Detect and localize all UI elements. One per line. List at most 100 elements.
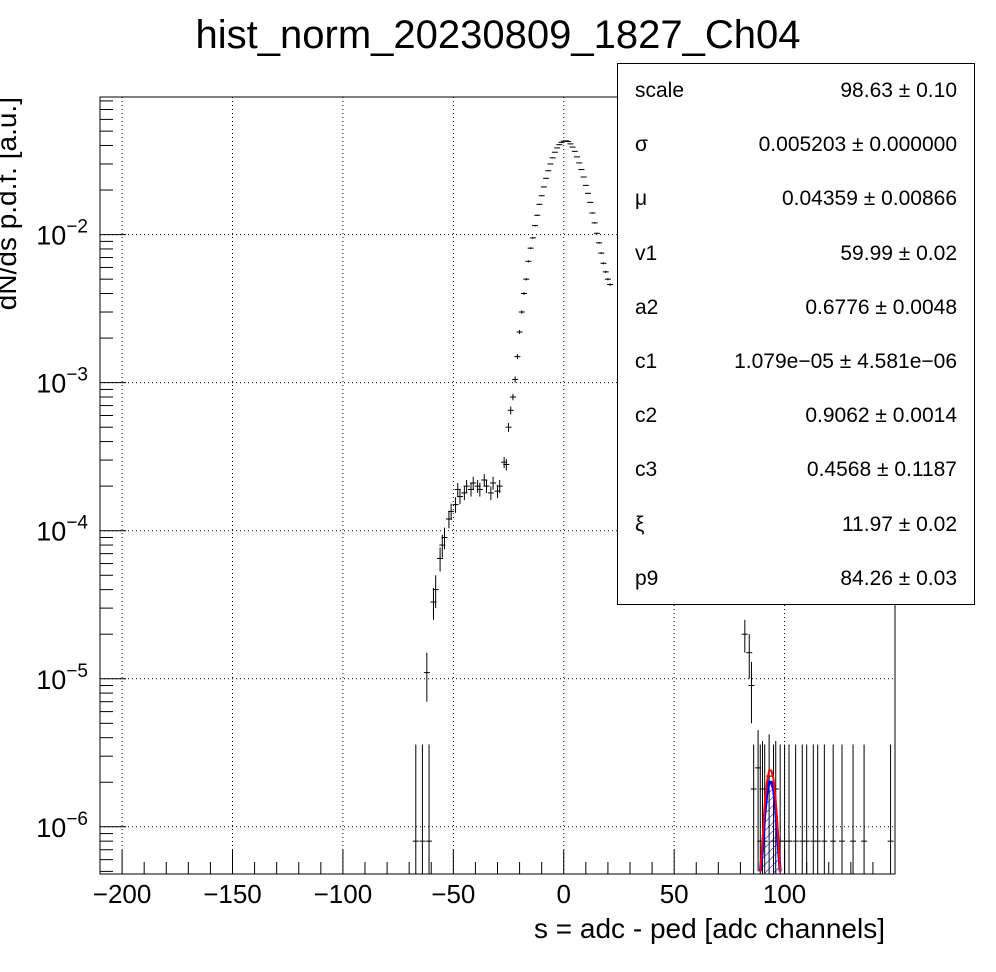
data-point: [850, 744, 857, 874]
data-point: [799, 744, 806, 874]
data-point: [487, 486, 494, 501]
data-point: [514, 354, 521, 360]
stats-row: scale 98.63 ± 0.10: [618, 64, 974, 118]
data-point: [476, 482, 483, 497]
tick-labels: −200 −150 −100 −50 0 50 10010−610−510−410−310−…: [36, 217, 806, 909]
stats-param-name: c3: [635, 458, 658, 482]
y-tick-label-base: 10: [36, 369, 66, 399]
stats-param-name: p9: [635, 566, 659, 590]
data-point: [750, 744, 757, 874]
data-point: [576, 162, 583, 164]
stats-param-value: 1.079e−05 ± 4.581e−06: [734, 350, 957, 373]
data-point: [527, 247, 534, 250]
data-point: [558, 141, 565, 143]
data-point: [536, 203, 543, 206]
data-point: [556, 144, 563, 146]
data-point: [512, 376, 519, 383]
x-axis-label: s = adc - ped [adc channels]: [534, 913, 885, 944]
data-point: [554, 147, 561, 149]
data-point: [551, 151, 558, 153]
stats-row: a2 0.6776 ± 0.0048: [618, 281, 974, 335]
data-point: [505, 422, 512, 432]
data-point: [598, 252, 605, 255]
stats-param-value: 11.97 ± 0.02: [841, 512, 957, 536]
stats-row: c1 1.079e−05 ± 4.581e−06: [618, 335, 974, 389]
data-point: [593, 232, 600, 235]
stats-param-name: μ: [635, 187, 648, 211]
data-point: [585, 192, 592, 194]
data-point: [426, 744, 433, 874]
data-point: [810, 744, 817, 874]
data-point: [507, 406, 514, 415]
data-point: [746, 634, 753, 679]
y-tick-label-exponent: −4: [66, 513, 88, 534]
stats-row: p9 84.26 ± 0.03: [618, 552, 974, 606]
data-point: [821, 744, 828, 874]
data-point: [463, 480, 470, 493]
data-point: [582, 184, 589, 186]
chart-title: hist_norm_20230809_1827_Ch04: [196, 13, 801, 57]
stats-param-value: 0.005203 ± 0.000000: [758, 133, 957, 157]
data-point: [423, 652, 430, 702]
data-point: [839, 744, 845, 874]
axis-ticks: [99, 100, 874, 874]
red-fit-curve: [759, 769, 782, 872]
data-point: [432, 575, 439, 609]
stats-row: σ 0.005203 ± 0.000000: [618, 118, 974, 172]
data-point: [830, 744, 837, 874]
data-point: [529, 237, 536, 239]
y-tick-label-exponent: −6: [66, 809, 88, 830]
data-point: [441, 527, 448, 550]
stats-row: ξ 11.97 ± 0.02: [618, 498, 974, 552]
data-point: [437, 547, 444, 572]
stats-row: c3 0.4568 ± 0.1187: [618, 443, 974, 497]
data-point: [549, 157, 556, 159]
data-point: [574, 156, 580, 158]
data-point: [580, 176, 587, 178]
data-point: [448, 503, 455, 521]
stats-param-value: 0.4568 ± 0.1187: [806, 458, 957, 482]
y-tick-label: 10−6: [36, 809, 88, 843]
data-point: [483, 480, 490, 493]
data-point: [781, 744, 788, 874]
stats-param-value: 84.26 ± 0.03: [840, 566, 957, 590]
data-point: [490, 476, 497, 490]
data-point: [814, 744, 821, 874]
data-point: [456, 489, 463, 505]
y-tick-label: 10−4: [36, 513, 88, 547]
data-point: [571, 150, 578, 152]
data-point: [591, 222, 598, 224]
y-tick-label: 10−5: [36, 661, 88, 695]
y-tick-label-base: 10: [36, 221, 66, 251]
data-point: [412, 744, 419, 874]
data-marks: [412, 140, 894, 874]
data-point: [604, 278, 611, 281]
stats-param-name: v1: [635, 241, 658, 265]
data-point: [565, 141, 572, 143]
data-point: [540, 186, 547, 188]
y-tick-label-base: 10: [36, 665, 66, 695]
data-point: [607, 283, 614, 286]
fit-stats-box: scale 98.63 ± 0.10 σ 0.005203 ± 0.000000 μ 0.…: [617, 63, 975, 605]
data-point: [792, 744, 799, 874]
data-point: [516, 329, 523, 335]
x-tick-label: 0: [557, 879, 571, 909]
x-tick-label: 100: [763, 879, 806, 909]
data-point: [509, 393, 516, 401]
stats-param-value: 0.04359 ± 0.00866: [781, 187, 957, 211]
data-point: [786, 744, 792, 874]
stats-param-name: a2: [635, 295, 659, 319]
y-tick-label-base: 10: [36, 813, 66, 843]
x-tick-label: −150: [203, 879, 262, 909]
data-point: [534, 214, 541, 217]
data-point: [525, 260, 532, 263]
data-point: [454, 482, 461, 497]
data-point: [803, 744, 810, 874]
data-point: [741, 619, 748, 653]
data-point: [521, 292, 527, 295]
data-point: [547, 163, 554, 165]
stats-row: v1 59.99 ± 0.02: [618, 227, 974, 281]
stats-row: μ 0.04359 ± 0.00866: [618, 172, 974, 226]
data-point: [496, 480, 503, 493]
data-point: [452, 497, 459, 513]
